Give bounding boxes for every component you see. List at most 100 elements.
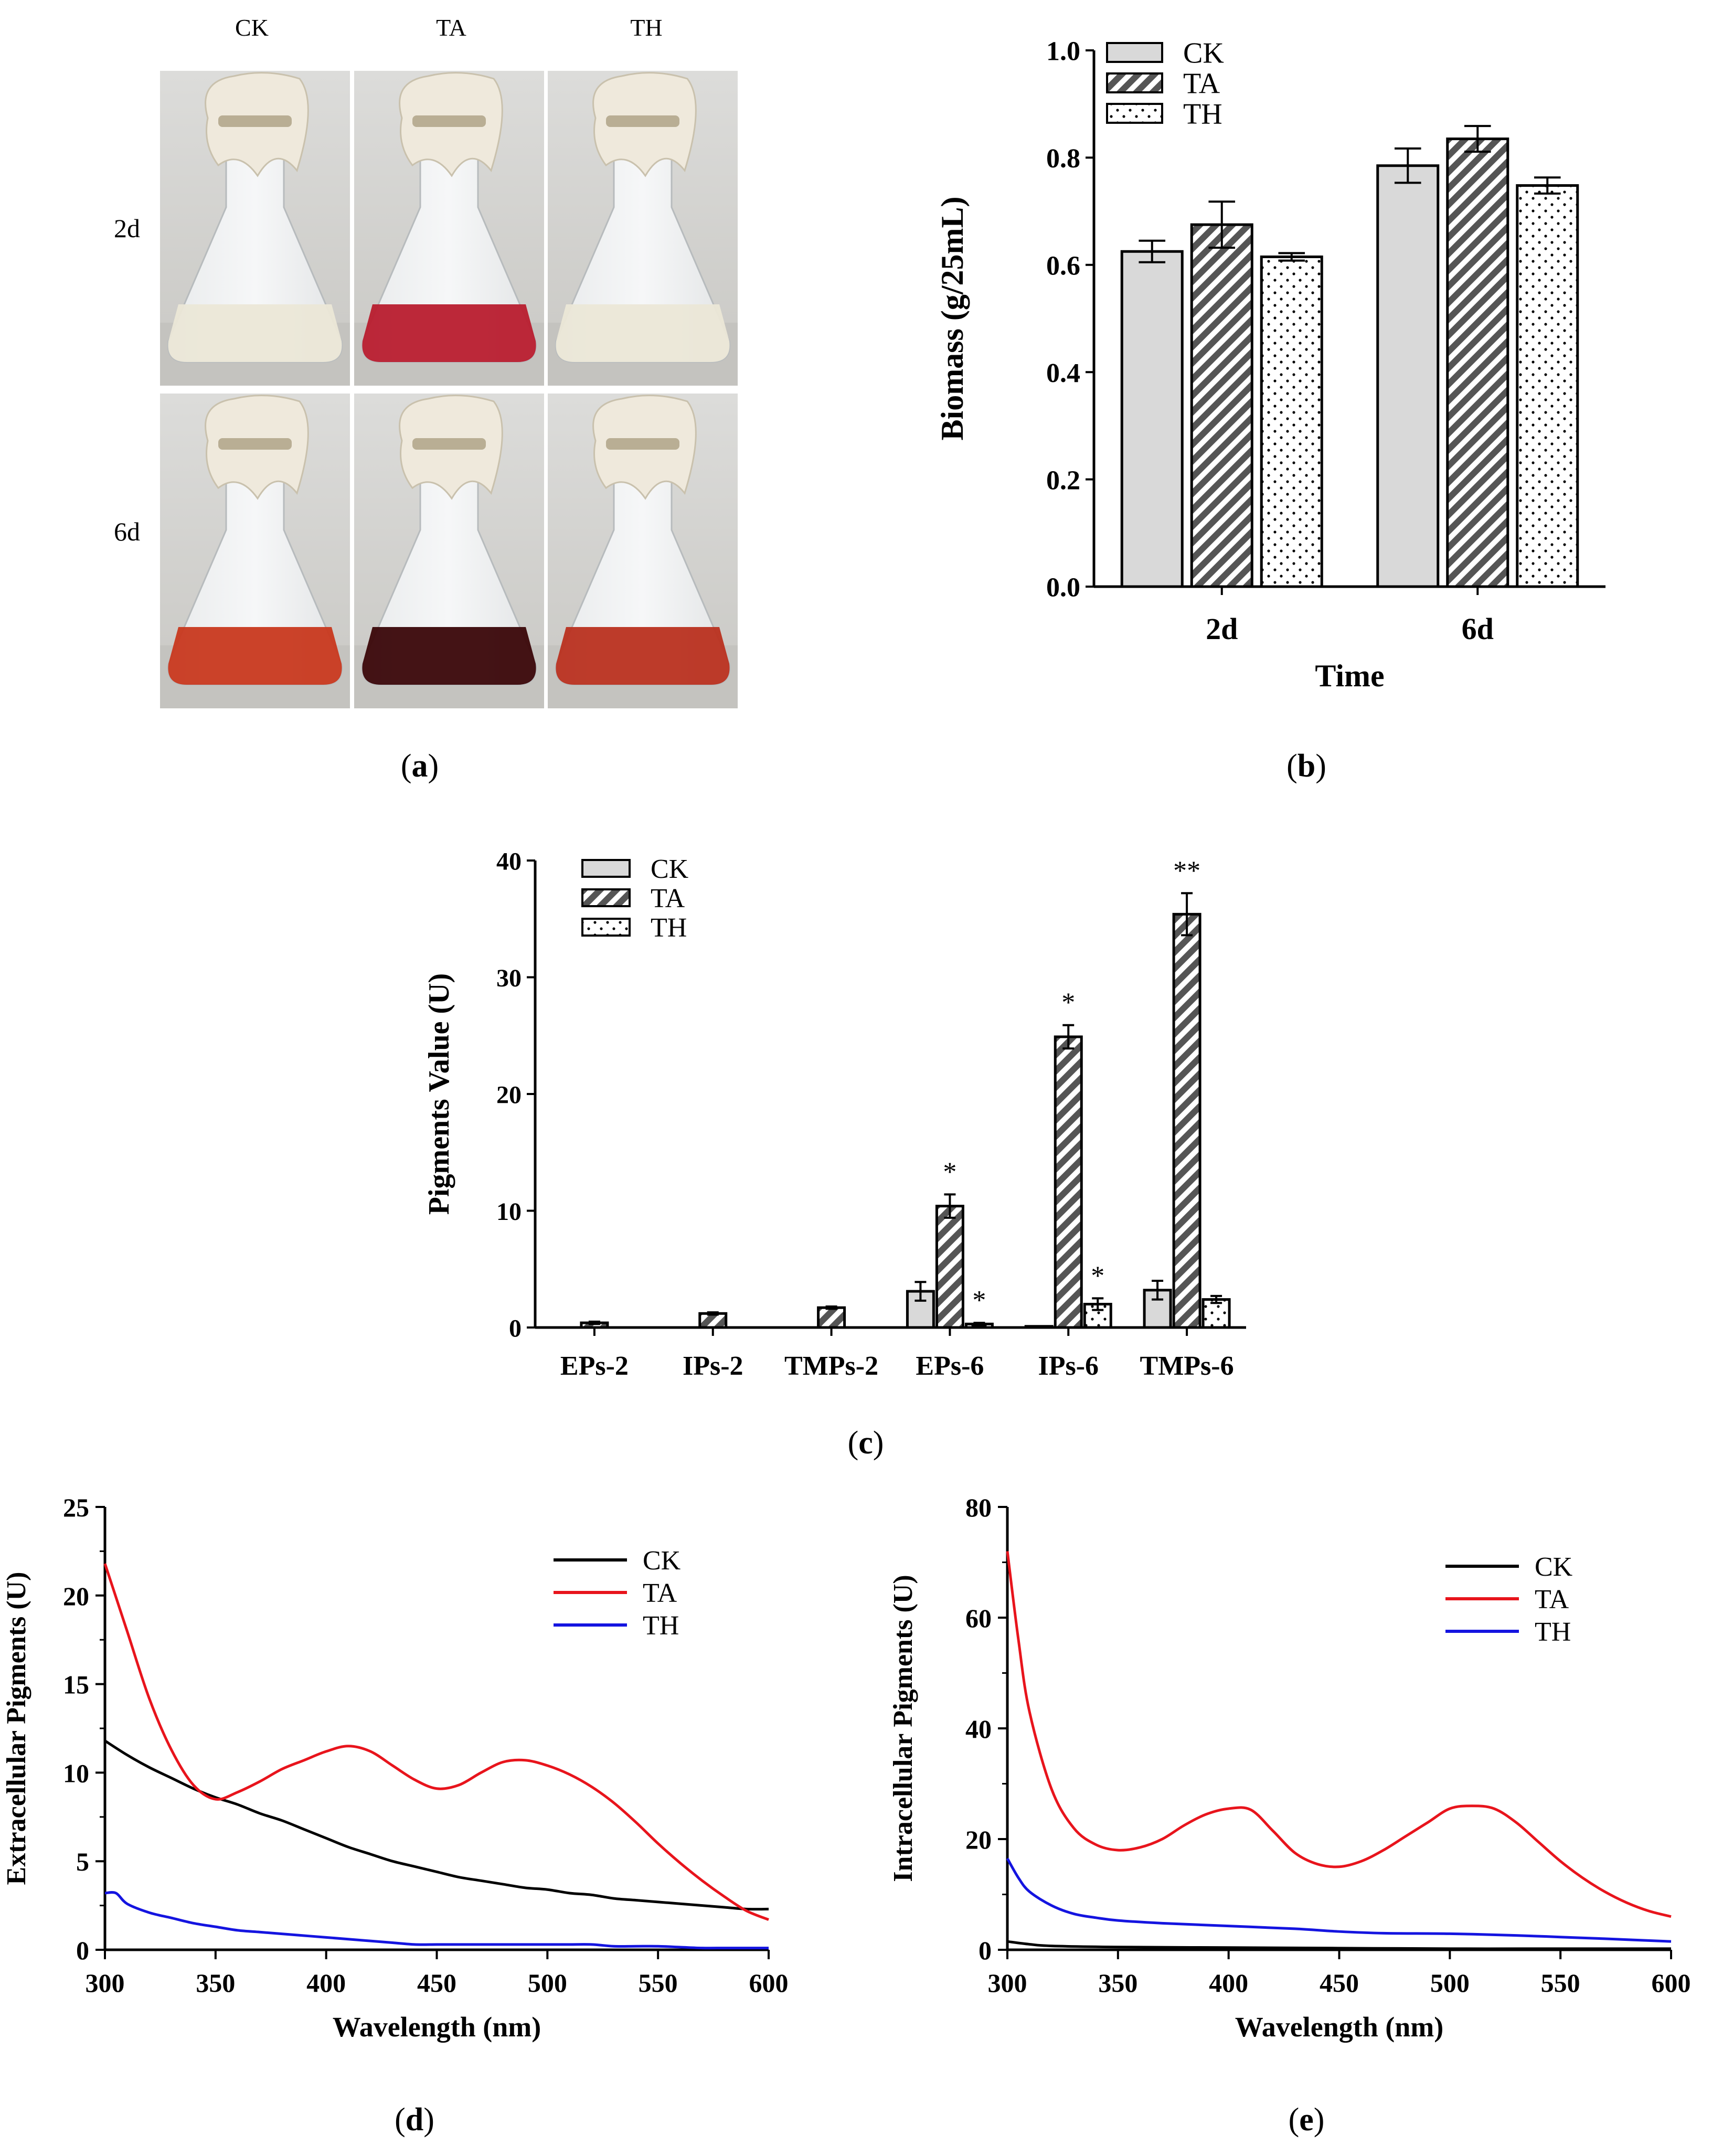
x-tick-label: 400 [1209,1968,1248,1998]
series-line-th [104,1891,769,1950]
flask-photo [160,71,350,386]
x-axis-label: Wavelength (nm) [333,2011,541,2043]
bar-ta-tmps-6 [1172,912,1201,1329]
string-tie [606,438,679,450]
flask-culture [556,304,730,362]
y-tick-label: 20 [63,1581,89,1611]
legend-label-ta: TA [651,884,685,914]
axes-e: 300 350 400 450 500 550 600 0 20 40 60 80 [965,1493,1691,1998]
legend-label-th: TH [643,1611,679,1641]
legend-label-th: TH [1183,98,1222,131]
y-tick-label: 0.0 [1046,573,1080,603]
x-tick-label: IPs-6 [1038,1351,1099,1381]
y-tick-label: 25 [63,1493,89,1522]
x-tick-label: 300 [988,1968,1027,1998]
string-tie [218,115,292,127]
row-label-2d: 2d [114,214,140,243]
legend-label-ta: TA [643,1578,677,1608]
y-axis-label: Intracellular Pigments (U) [888,1575,918,1882]
flask-photo [160,394,350,708]
legend-swatch-ta [1106,72,1163,93]
legend-swatch-th [581,918,631,937]
flask-culture [362,627,536,685]
x-tick-label: 600 [1652,1968,1691,1998]
y-axis-label: Pigments Value (U) [423,973,455,1215]
legend-label-ck: CK [1183,37,1224,70]
caption-c: (c) [848,1425,884,1461]
row-label-6d: 6d [114,517,140,546]
y-tick-label: 0.4 [1046,358,1080,388]
flask-photo [548,71,738,386]
y-tick-label: 15 [63,1670,89,1700]
y-tick-label: 0 [76,1936,89,1965]
series-line-ta [103,1563,769,1921]
x-tick-label: 350 [1098,1968,1137,1998]
legend-label-ta: TA [1535,1585,1569,1615]
legend-swatch-ta [581,888,631,907]
caption-e: (e) [1289,2102,1325,2138]
y-tick-label: 1.0 [1046,37,1080,67]
x-tick-label: TMPs-2 [784,1351,878,1381]
significance-mark: ** [1173,856,1200,886]
x-tick-label: 450 [417,1968,456,1998]
column-label-ck: CK [235,14,269,41]
bar-ta-eps-6 [935,1205,964,1329]
bar-th-6d [1516,184,1579,588]
x-tick-label: 350 [196,1968,235,1998]
y-tick-label: 0.2 [1046,465,1080,495]
panel-a-photo-grid: CK TA TH 2d 6d (a) [114,14,738,784]
caption-d: (d) [395,2102,434,2138]
series-line-ck [1007,1940,1671,1950]
flask-culture [168,304,342,362]
legend-label-ta: TA [1183,68,1220,100]
y-tick-label: 60 [965,1603,992,1633]
x-axis-label: Wavelength (nm) [1235,2011,1444,2043]
significance-mark: * [1091,1261,1104,1291]
flask-culture [556,627,730,685]
legend-swatch-th [1106,103,1163,124]
bar-th-tmps-6 [1201,1298,1231,1329]
y-tick-label: 40 [965,1714,992,1744]
y-axis-label: Extracellular Pigments (U) [2,1572,31,1885]
y-tick-label: 0 [979,1936,992,1965]
string-tie [412,115,486,127]
bar-ta-ips-6 [1054,1035,1083,1329]
caption-b: (b) [1286,748,1326,784]
flask-culture [362,304,536,362]
y-tick-label: 20 [496,1081,522,1109]
panel-d-extracellular-chart: 300 350 400 450 500 550 600 0 5 10 15 20 25 Extracell… [2,1493,789,2138]
y-tick-label: 0 [509,1314,522,1342]
legend-swatch-ck [1106,42,1163,63]
string-tie [218,438,292,450]
legend-label-ck: CK [651,854,689,884]
x-tick-label: 500 [1430,1968,1470,1998]
y-tick-label: 0.8 [1046,144,1080,174]
x-tick-label: EPs-6 [916,1351,984,1381]
y-tick-label: 80 [965,1493,992,1522]
legend-label-ck: CK [1535,1552,1573,1582]
series-line-ta [1006,1551,1672,1918]
column-label-th: TH [630,14,662,41]
y-tick-label: 10 [496,1198,522,1226]
y-axis-label: Biomass (g/25mL) [935,197,970,441]
series-line-ck [104,1739,769,1911]
flask-photo [548,394,738,708]
series-line-th [1006,1857,1672,1943]
x-tick-label: 450 [1320,1968,1359,1998]
significance-mark: * [1061,988,1075,1018]
x-tick-label: 600 [749,1968,789,1998]
legend-swatch-ck [581,859,631,878]
caption-a: (a) [401,748,439,784]
x-tick-label: EPs-2 [560,1351,629,1381]
x-axis-label: Time [1315,659,1384,693]
flask-photo [354,394,544,708]
y-tick-label: 30 [496,964,522,992]
flask-culture [168,627,342,685]
x-tick-label: 6d [1462,612,1494,646]
bar-ta-2d [1190,223,1253,588]
y-tick-label: 5 [76,1847,89,1876]
string-tie [412,438,486,450]
